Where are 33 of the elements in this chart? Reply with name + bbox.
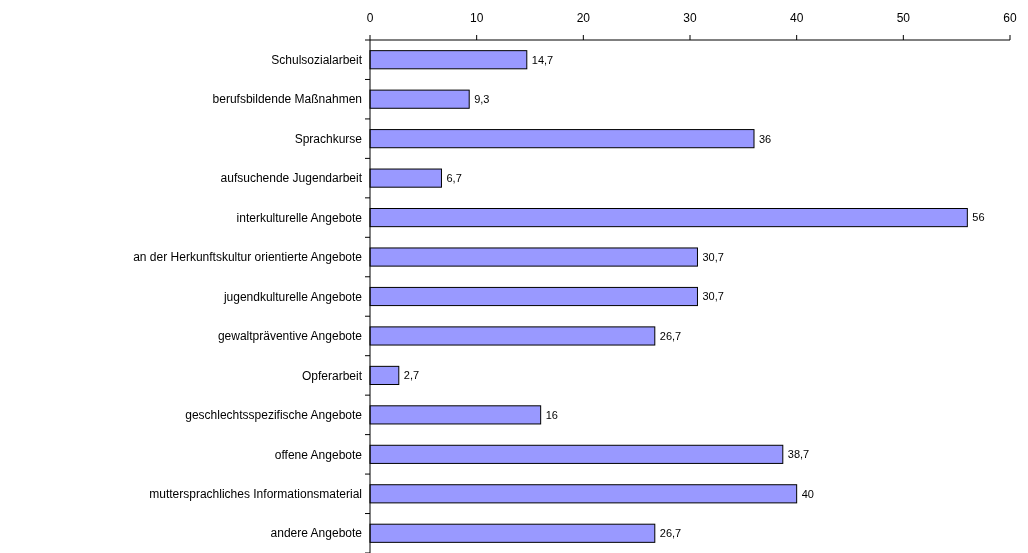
y-tick-label: Sprachkurse (294, 131, 363, 146)
data-label: 9,3 (474, 93, 490, 106)
data-label: 16 (545, 408, 558, 421)
data-label: 2,7 (403, 369, 420, 382)
y-tick-label: berufsbildende Maßnahmen (212, 92, 362, 107)
y-tick-label: geschlechtsspezifische Angebote (185, 408, 363, 423)
y-tick-label: aufsuchende Jugendarbeit (220, 171, 363, 186)
x-tick-label: 50 (896, 11, 911, 25)
y-tick-label: offene Angebote (274, 447, 363, 462)
y-tick-label: interkulturelle Angebote (236, 210, 363, 225)
x-tick-label: 0 (366, 11, 374, 25)
data-label: 30,7 (702, 250, 724, 263)
y-tick-label: jugendkulturelle Angebote (222, 289, 363, 304)
x-tick-label: 30 (683, 11, 697, 25)
data-label: 30,7 (702, 290, 724, 303)
y-tick-label: muttersprachliches Informationsmaterial (149, 487, 362, 502)
x-tick-label: 10 (469, 11, 484, 25)
y-tick-label: Opferarbeit (301, 368, 363, 383)
data-label: 26,7 (659, 329, 682, 342)
data-label: 40 (801, 487, 814, 500)
data-label: 38,7 (787, 448, 810, 461)
data-label: 14,7 (531, 53, 554, 66)
data-label: 26,7 (659, 527, 682, 540)
data-label: 6,7 (446, 171, 462, 184)
x-tick-label: 40 (789, 11, 804, 25)
x-tick-label: 60 (1003, 11, 1017, 25)
x-tick-label: 20 (576, 11, 591, 25)
y-tick-label: an der Herkunftskultur orientierte Angebote (133, 250, 363, 265)
data-label: 56 (972, 211, 985, 224)
y-tick-label: Schulsozialarbeit (271, 52, 363, 67)
y-tick-label: gewaltpräventive Angebote (217, 329, 363, 344)
y-tick-label: andere Angebote (270, 526, 363, 541)
data-label: 36 (759, 132, 772, 145)
